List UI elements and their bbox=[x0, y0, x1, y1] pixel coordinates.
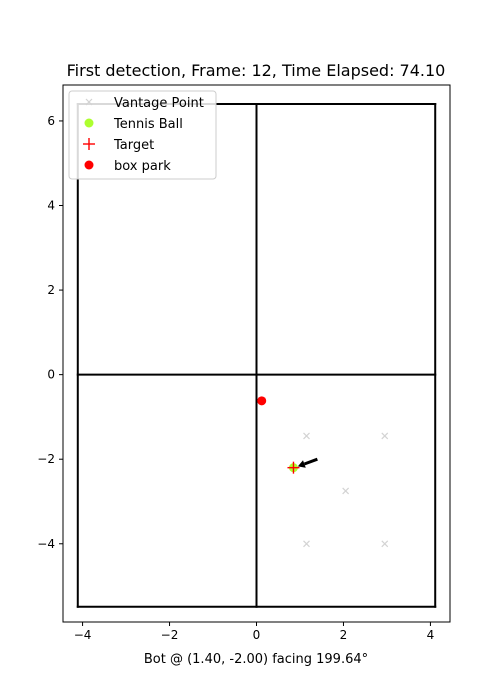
y-tick-label: −2 bbox=[37, 452, 55, 466]
vantage-point-point-1-stroke-b bbox=[381, 432, 389, 440]
x-axis-label: Bot @ (1.40, -2.00) facing 199.64° bbox=[144, 652, 368, 667]
y-tick-label: 4 bbox=[47, 199, 55, 213]
box-park-point-0-dot bbox=[257, 396, 267, 406]
y-tick-label: −4 bbox=[37, 537, 55, 551]
y-tick-label: 6 bbox=[47, 114, 55, 128]
vantage-point-point-4-stroke-b bbox=[381, 540, 389, 548]
court-lines bbox=[76, 103, 437, 608]
legend: Vantage Point Tennis Ball Target box par… bbox=[68, 90, 217, 180]
x-tick-label: −2 bbox=[161, 628, 179, 642]
vantage-point-point-2-stroke-b bbox=[342, 487, 350, 495]
legend-marker-box-park-dot bbox=[84, 160, 94, 170]
data-markers bbox=[257, 396, 389, 548]
legend-markers bbox=[83, 98, 95, 170]
vantage-point-point-1 bbox=[381, 432, 389, 440]
legend-marker-box-park bbox=[84, 160, 94, 170]
bot-arrow bbox=[297, 457, 318, 468]
legend-marker-vantage-point bbox=[85, 98, 93, 106]
x-tick-label: 4 bbox=[427, 628, 435, 642]
legend-label-target: Target bbox=[113, 138, 154, 153]
vantage-point-point-3 bbox=[303, 540, 310, 548]
y-tick-label: 0 bbox=[47, 368, 55, 382]
legend-label-tennis-ball: Tennis Ball bbox=[113, 117, 183, 132]
legend-marker-target bbox=[83, 138, 95, 150]
x-tick-label: 2 bbox=[340, 628, 348, 642]
target-point-0 bbox=[287, 461, 300, 474]
bot-arrow-head bbox=[297, 460, 306, 468]
box-park-point-0 bbox=[257, 396, 267, 406]
vantage-point-point-2 bbox=[342, 487, 350, 495]
legend-marker-tennis-ball bbox=[84, 118, 94, 128]
legend-label-vantage-point: Vantage Point bbox=[114, 96, 204, 111]
vantage-point-point-3-stroke-b bbox=[303, 540, 310, 548]
legend-marker-vantage-point-stroke-b bbox=[85, 98, 93, 106]
vantage-point-point-0 bbox=[303, 432, 310, 440]
x-tick-label: −4 bbox=[74, 628, 92, 642]
bot-arrow-shaft bbox=[303, 457, 318, 466]
legend-marker-tennis-ball-dot bbox=[84, 118, 94, 128]
vantage-point-point-0-stroke-b bbox=[303, 432, 310, 440]
legend-box bbox=[68, 90, 217, 180]
x-tick-label: 0 bbox=[253, 628, 261, 642]
y-tick-label: 2 bbox=[47, 283, 55, 297]
vantage-point-point-4 bbox=[381, 540, 389, 548]
legend-label-box-park: box park bbox=[114, 159, 171, 174]
chart-title: First detection, Frame: 12, Time Elapsed… bbox=[67, 61, 446, 80]
axis-ticks: −4 −2 0 2 4 −4 −2 0 2 4 6 bbox=[37, 114, 434, 642]
